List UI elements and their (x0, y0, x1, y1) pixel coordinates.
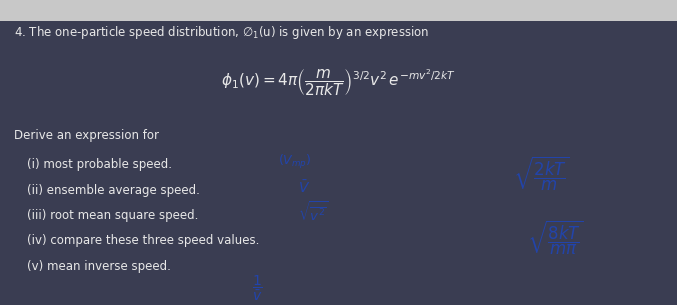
Text: (v) mean inverse speed.: (v) mean inverse speed. (27, 260, 171, 273)
Text: $\sqrt{\dfrac{2kT}{m}}$: $\sqrt{\dfrac{2kT}{m}}$ (513, 155, 570, 193)
Text: (iv) compare these three speed values.: (iv) compare these three speed values. (27, 235, 259, 247)
Text: (i) most probable speed.: (i) most probable speed. (27, 158, 172, 171)
Text: (ii) ensemble average speed.: (ii) ensemble average speed. (27, 184, 200, 197)
Text: $(V_{mp})$: $(V_{mp})$ (278, 152, 311, 171)
Text: $\sqrt{\overline{v^2}}$: $\sqrt{\overline{v^2}}$ (298, 200, 328, 224)
Text: $\sqrt{\dfrac{8kT}{m\pi}}$: $\sqrt{\dfrac{8kT}{m\pi}}$ (527, 219, 584, 257)
Text: $\bar{V}$: $\bar{V}$ (298, 179, 310, 196)
Text: $\dfrac{1}{\bar{v}}$: $\dfrac{1}{\bar{v}}$ (252, 274, 263, 303)
Text: Derive an expression for: Derive an expression for (14, 129, 158, 142)
Bar (0, 0, 677, 21)
Text: (iii) root mean square speed.: (iii) root mean square speed. (27, 209, 198, 221)
Text: $\phi_1(v) = 4\pi \left(\dfrac{m}{2\pi kT}\right)^{3/2} v^2\, e^{-mv^2/2kT}$: $\phi_1(v) = 4\pi \left(\dfrac{m}{2\pi k… (221, 67, 456, 98)
Text: 4. The one-particle speed distribution, $\emptyset_1$(u) is given by an expressi: 4. The one-particle speed distribution, … (14, 23, 429, 41)
